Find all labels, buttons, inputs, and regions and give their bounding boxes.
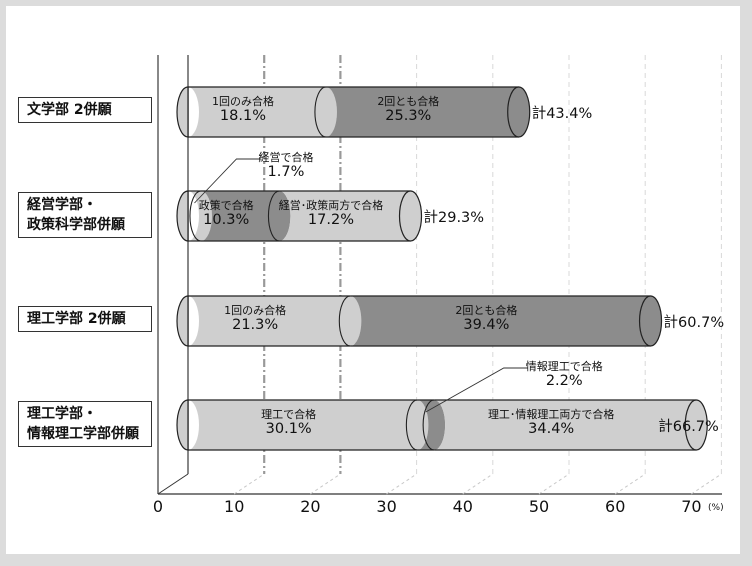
segment-label: 2回とも合格 39.4%: [455, 304, 518, 333]
category-label: 経営学部・ 政策科学部併願: [18, 192, 152, 238]
bar-group: [176, 190, 423, 242]
bar-group: [176, 295, 663, 347]
x-tick-label: 70: [681, 497, 702, 516]
x-axis-unit: (%): [708, 503, 724, 513]
segment-callout-label: 情報理工で合格 2.2%: [525, 360, 603, 389]
segment-label: 1回のみ合格 21.3%: [224, 304, 287, 333]
x-tick-label: 50: [528, 497, 550, 516]
segment-label: 2回とも合格 25.3%: [377, 95, 440, 124]
x-tick-label: 30: [376, 497, 397, 516]
bar-group: [176, 399, 708, 451]
x-tick-label: 0: [152, 497, 164, 516]
bar-group: [176, 86, 531, 138]
x-tick-label: 40: [452, 497, 473, 516]
segment-callout-label: 経営で合格 1.7%: [258, 151, 314, 180]
segment-label: 理工･情報理工両方で合格 34.4%: [487, 408, 615, 437]
category-label: 理工学部 2併願: [18, 306, 152, 332]
bar-total-label: 計43.4%: [531, 106, 593, 122]
category-label: 文学部 2併願: [18, 97, 152, 123]
bar-total-label: 計29.3%: [423, 210, 485, 226]
bar-total-label: 計66.7%: [658, 419, 719, 435]
x-tick-label: 60: [605, 497, 626, 516]
segment-label: 政策で合格 10.3%: [198, 199, 254, 228]
segment-label: 1回のみ合格 18.1%: [211, 95, 274, 124]
segment-label: 経営･政策両方で合格 17.2%: [278, 199, 384, 228]
bar-total-label: 計60.7%: [663, 315, 725, 331]
category-label: 理工学部・ 情報理工学部併願: [18, 401, 152, 447]
x-tick-label: 10: [224, 497, 245, 516]
segment-label: 理工で合格 30.1%: [261, 408, 317, 437]
x-tick-label: 20: [300, 497, 321, 516]
